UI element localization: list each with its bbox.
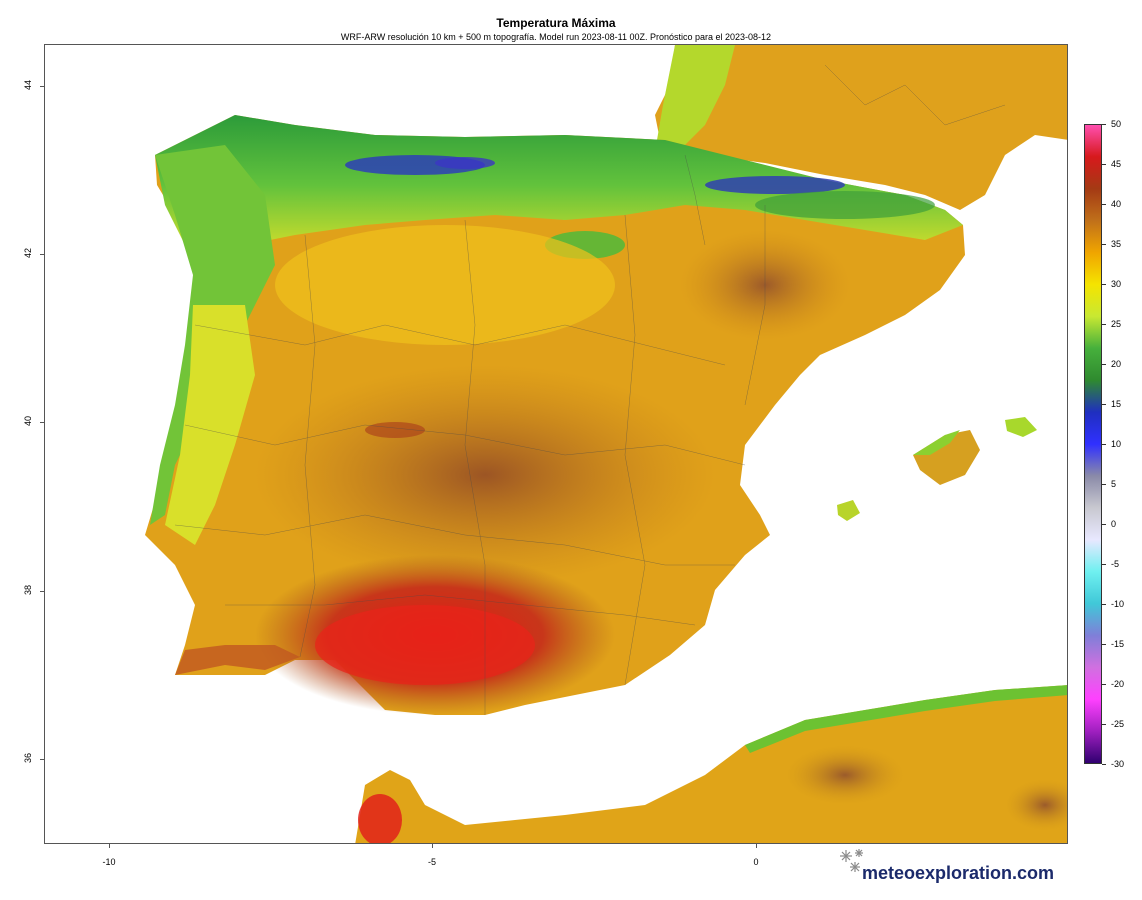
- colorbar-tick-mark: [1102, 204, 1106, 205]
- y-tick-label: 36: [23, 753, 33, 764]
- mallorca-green: [913, 430, 960, 455]
- colorbar-tick-mark: [1102, 524, 1106, 525]
- colorbar-tick-label: -5: [1111, 559, 1120, 569]
- colorbar-tick-mark: [1102, 644, 1106, 645]
- france-land: [655, 45, 1067, 210]
- colorbar-tick-label: 20: [1111, 359, 1122, 369]
- colorbar-tick-label: 50: [1111, 119, 1122, 129]
- colorbar-tick-mark: [1102, 244, 1106, 245]
- guadalquivir-core: [315, 605, 535, 685]
- colorbar-tick-label: 0: [1111, 519, 1117, 529]
- x-tick-label: -10: [102, 857, 116, 867]
- admin-borders: [174, 64, 1006, 715]
- y-tick-label: 38: [23, 585, 33, 596]
- rif-hot: [358, 794, 402, 843]
- north-cantabrian-band: [155, 115, 963, 255]
- pyrenees-green: [755, 191, 935, 219]
- atlas-hot: [785, 745, 905, 805]
- watermark-text: meteoexploration.com: [862, 863, 1055, 883]
- y-tick-mark: [40, 759, 44, 760]
- cantabrian-peaks-2: [435, 157, 495, 169]
- y-tick-mark: [40, 591, 44, 592]
- colorbar-tick-mark: [1102, 284, 1106, 285]
- colorbar-tick-mark: [1102, 164, 1106, 165]
- colorbar-tick-mark: [1102, 364, 1106, 365]
- x-tick-mark: [432, 844, 433, 848]
- colorbar-tick-mark: [1102, 764, 1106, 765]
- colorbar-tick-label: 25: [1111, 319, 1122, 329]
- colorbar-tick-mark: [1102, 724, 1106, 725]
- snowflake-icon: [840, 849, 863, 872]
- map-canvas: [145, 45, 1067, 843]
- colorbar-tick-label: -15: [1111, 639, 1125, 649]
- colorbar-tick-mark: [1102, 124, 1106, 125]
- y-tick-mark: [40, 422, 44, 423]
- france-north-strip: [657, 45, 735, 145]
- colorbar-tick-mark: [1102, 444, 1106, 445]
- y-tick-label: 40: [23, 416, 33, 427]
- colorbar-tick-label: 10: [1111, 439, 1122, 449]
- colorbar-tick-mark: [1102, 604, 1106, 605]
- pyrenees-peaks: [705, 176, 845, 194]
- colorbar-tick-label: -25: [1111, 719, 1125, 729]
- map-title: Temperatura Máxima: [496, 16, 616, 30]
- colorbar-tick-label: -30: [1111, 759, 1125, 769]
- menorca: [1005, 417, 1037, 437]
- central-hot: [255, 365, 715, 585]
- map-subtitle: WRF-ARW resolución 10 km + 500 m topogra…: [340, 32, 772, 42]
- colorbar-tick-label: 45: [1111, 159, 1122, 169]
- colorbar-tick-mark: [1102, 564, 1106, 565]
- colorbar-tick-label: -20: [1111, 679, 1125, 689]
- colorbar-tick-mark: [1102, 404, 1106, 405]
- colorbar-tick-label: 5: [1111, 479, 1117, 489]
- y-tick-mark: [40, 86, 44, 87]
- ibiza: [837, 500, 860, 521]
- colorbar-tick-label: 40: [1111, 199, 1122, 209]
- x-tick-mark: [756, 844, 757, 848]
- colorbar-tick-label: 35: [1111, 239, 1122, 249]
- algeria-hot: [1005, 779, 1067, 831]
- y-tick-mark: [40, 254, 44, 255]
- x-tick-mark: [109, 844, 110, 848]
- y-tick-label: 42: [23, 248, 33, 259]
- mallorca: [913, 430, 980, 485]
- x-tick-label: -5: [427, 857, 436, 867]
- temperature-colorbar: [1084, 124, 1102, 764]
- colorbar-tick-mark: [1102, 684, 1106, 685]
- morocco-algeria: [355, 685, 1067, 843]
- algarve-coast: [175, 645, 300, 675]
- colorbar-tick-label: 15: [1111, 399, 1122, 409]
- colorbar-tick-label: -10: [1111, 599, 1125, 609]
- africa-coast-green: [745, 685, 1067, 753]
- colorbar-tick-mark: [1102, 324, 1106, 325]
- portugal-coast-yellow: [165, 305, 255, 545]
- x-tick-label: 0: [753, 857, 759, 867]
- colorbar-tick-mark: [1102, 484, 1106, 485]
- temperature-map: [44, 44, 1068, 844]
- toledo-hot: [365, 422, 425, 438]
- colorbar-tick-label: 30: [1111, 279, 1122, 289]
- y-tick-label: 44: [23, 80, 33, 91]
- meseta-north: [275, 225, 615, 345]
